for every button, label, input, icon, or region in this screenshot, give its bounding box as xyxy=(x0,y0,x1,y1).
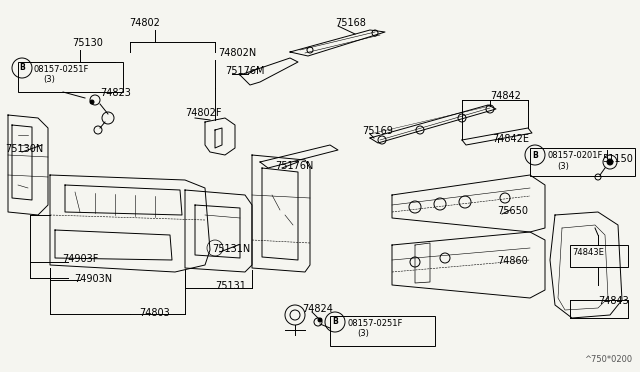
Text: 74823: 74823 xyxy=(100,88,131,98)
Text: (3): (3) xyxy=(557,162,569,171)
Text: 75131: 75131 xyxy=(215,281,246,291)
Text: 74903F: 74903F xyxy=(62,254,99,264)
Bar xyxy=(330,316,435,346)
Text: B: B xyxy=(19,64,25,73)
Text: 75650: 75650 xyxy=(497,206,528,216)
Text: 75130: 75130 xyxy=(72,38,103,48)
Text: 75130N: 75130N xyxy=(5,144,44,154)
Text: 74860: 74860 xyxy=(497,256,528,266)
Circle shape xyxy=(90,100,94,104)
Bar xyxy=(18,62,123,92)
Text: 08157-0201F: 08157-0201F xyxy=(547,151,602,160)
Text: 75176M: 75176M xyxy=(225,66,264,76)
Circle shape xyxy=(318,318,322,322)
Text: 74803: 74803 xyxy=(140,308,170,318)
Text: 74903N: 74903N xyxy=(74,274,112,284)
Text: (3): (3) xyxy=(43,75,55,84)
Text: 74843: 74843 xyxy=(598,296,628,306)
Text: 08157-0251F: 08157-0251F xyxy=(33,65,88,74)
Text: 74843E: 74843E xyxy=(572,248,604,257)
Text: ^750*0200: ^750*0200 xyxy=(584,355,632,364)
Text: (3): (3) xyxy=(357,329,369,338)
Text: 08157-0251F: 08157-0251F xyxy=(347,319,403,328)
Text: 74842: 74842 xyxy=(490,91,521,101)
Text: 74802N: 74802N xyxy=(218,48,256,58)
Text: 74824: 74824 xyxy=(302,304,333,314)
Text: 75168: 75168 xyxy=(335,18,366,28)
Text: 74802F: 74802F xyxy=(185,108,221,118)
Text: 75131N: 75131N xyxy=(212,244,250,254)
Text: 74802: 74802 xyxy=(129,18,161,28)
Text: 75176N: 75176N xyxy=(275,161,314,171)
Text: 75169: 75169 xyxy=(362,126,393,136)
Text: B: B xyxy=(532,151,538,160)
Bar xyxy=(570,245,628,267)
Text: B: B xyxy=(332,317,338,327)
Circle shape xyxy=(607,159,613,165)
Text: 51150: 51150 xyxy=(602,154,633,164)
Bar xyxy=(530,148,635,176)
Text: 74842E: 74842E xyxy=(492,134,529,144)
